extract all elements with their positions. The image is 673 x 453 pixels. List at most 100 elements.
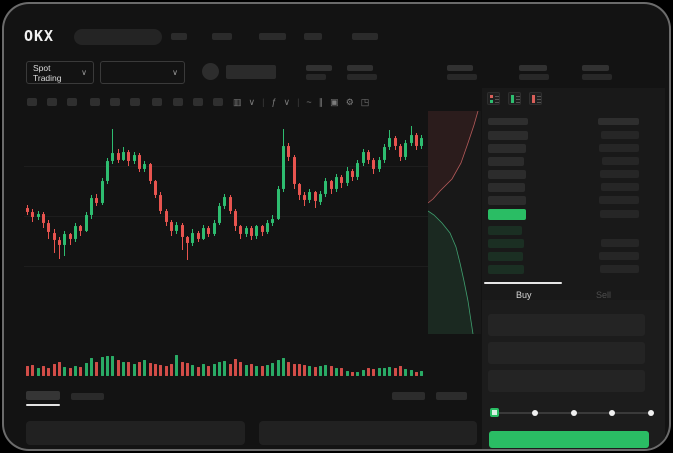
toolbar-button[interactable]	[27, 98, 37, 106]
last-price-badge[interactable]	[488, 209, 526, 220]
nav-item[interactable]	[212, 33, 232, 40]
toolbar-button[interactable]	[67, 98, 77, 106]
indicators-icon[interactable]: ƒ	[271, 97, 277, 107]
bottom-tab[interactable]	[71, 393, 104, 400]
candlestick-chart[interactable]	[24, 116, 428, 316]
toolbar-button[interactable]	[130, 98, 140, 106]
search-input[interactable]	[74, 29, 162, 45]
toolbar-button[interactable]	[213, 98, 223, 106]
candle-body	[175, 224, 179, 231]
toolbar-button[interactable]	[47, 98, 57, 106]
ask-row-price[interactable]	[488, 144, 526, 153]
candle-body	[249, 227, 253, 236]
red-dot	[490, 95, 493, 98]
book-combined-icon[interactable]	[487, 92, 500, 105]
toolbar-button[interactable]	[90, 98, 100, 106]
slider-step-dot[interactable]	[648, 410, 654, 416]
buy-submit-button[interactable]	[489, 431, 649, 448]
slider-step-dot[interactable]	[571, 410, 577, 416]
volume-bar	[308, 366, 312, 376]
pair-name-skeleton	[226, 65, 276, 79]
nav-item[interactable]	[352, 33, 378, 40]
volume-bar	[361, 369, 365, 376]
chevron-down-icon[interactable]: ∨	[283, 96, 291, 107]
candle-body	[121, 151, 125, 160]
ask-row-price[interactable]	[488, 183, 525, 192]
toolbar-button[interactable]	[173, 98, 183, 106]
candle-body	[223, 196, 227, 207]
settings-gear-icon[interactable]: ⚙	[345, 96, 354, 107]
ask-row-price[interactable]	[488, 131, 528, 140]
order-input-field[interactable]	[488, 370, 645, 392]
bid-row-price[interactable]	[488, 265, 524, 274]
fullscreen-icon[interactable]: ◳	[360, 96, 370, 107]
candle-body	[265, 223, 269, 233]
line-chart-icon[interactable]: ~	[306, 97, 312, 107]
candle-body	[420, 137, 424, 146]
line	[537, 96, 541, 97]
drawing-tools-icon[interactable]: ∥	[318, 96, 324, 107]
candle-body	[393, 137, 397, 146]
nav-item[interactable]	[259, 33, 286, 40]
toolbar-button[interactable]	[193, 98, 203, 106]
volume-bar	[340, 368, 344, 376]
bid-row-price[interactable]	[488, 226, 522, 235]
bid-row-price[interactable]	[488, 252, 523, 261]
volume-bar	[137, 362, 141, 376]
chart-toolbar-icons: ▥ ∨ | ƒ ∨ | ~ ∥ ▣ ⚙ ◳	[233, 95, 369, 109]
nav-item[interactable]	[304, 33, 322, 40]
order-input-field[interactable]	[488, 314, 645, 336]
stat-label	[347, 65, 373, 71]
amount-slider[interactable]	[490, 408, 654, 417]
volume-bar	[388, 366, 392, 376]
nav-item[interactable]	[171, 33, 187, 40]
bid-row-amount	[599, 252, 639, 260]
book-bids-icon[interactable]	[508, 92, 521, 105]
snapshot-icon[interactable]: ▣	[330, 96, 339, 107]
volume-bar	[185, 363, 189, 376]
chart-type-icon[interactable]: ▥	[233, 96, 242, 107]
tab-sell[interactable]: Sell	[596, 290, 612, 300]
candle-body	[399, 145, 403, 157]
toolbar-button[interactable]	[152, 98, 162, 106]
ask-row-price[interactable]	[488, 196, 526, 205]
volume-bar	[399, 366, 403, 376]
volume-histogram[interactable]	[24, 350, 439, 376]
toolbar-button[interactable]	[110, 98, 120, 106]
candle-body	[319, 193, 323, 202]
bid-row-amount	[601, 239, 639, 247]
volume-bar	[271, 362, 275, 376]
bid-row-price[interactable]	[488, 239, 524, 248]
slider-handle[interactable]	[490, 408, 499, 417]
volume-bar	[180, 361, 184, 376]
candle-body	[351, 170, 355, 177]
candle-body	[52, 232, 56, 241]
bottom-tab[interactable]	[26, 391, 60, 400]
order-input-field[interactable]	[488, 342, 645, 364]
candle-body	[201, 227, 205, 239]
volume-bar	[41, 366, 45, 376]
candle-body	[303, 195, 307, 200]
candle-body	[287, 145, 291, 157]
candle-body	[73, 226, 77, 239]
candle-body	[105, 161, 109, 182]
tab-buy[interactable]: Buy	[516, 290, 532, 300]
candle-body	[239, 226, 243, 235]
volume-bar	[351, 372, 355, 376]
book-asks-icon[interactable]	[529, 92, 542, 105]
chevron-down-icon[interactable]: ∨	[248, 96, 256, 107]
slider-step-dot[interactable]	[609, 410, 615, 416]
bottom-action-button[interactable]	[436, 392, 467, 400]
ask-row-price[interactable]	[488, 157, 524, 166]
depth-chart[interactable]	[428, 111, 481, 334]
volume-bar	[212, 363, 216, 376]
bottom-action-button[interactable]	[392, 392, 425, 400]
ask-row-amount	[601, 183, 639, 191]
ask-row-price[interactable]	[488, 170, 526, 179]
volume-bar	[393, 368, 397, 376]
market-type-select[interactable]: Spot Trading ∨	[26, 61, 94, 84]
volume-bar	[249, 364, 253, 376]
slider-step-dot[interactable]	[532, 410, 538, 416]
volume-bar	[335, 367, 339, 376]
pair-select[interactable]: ∨	[100, 61, 185, 84]
